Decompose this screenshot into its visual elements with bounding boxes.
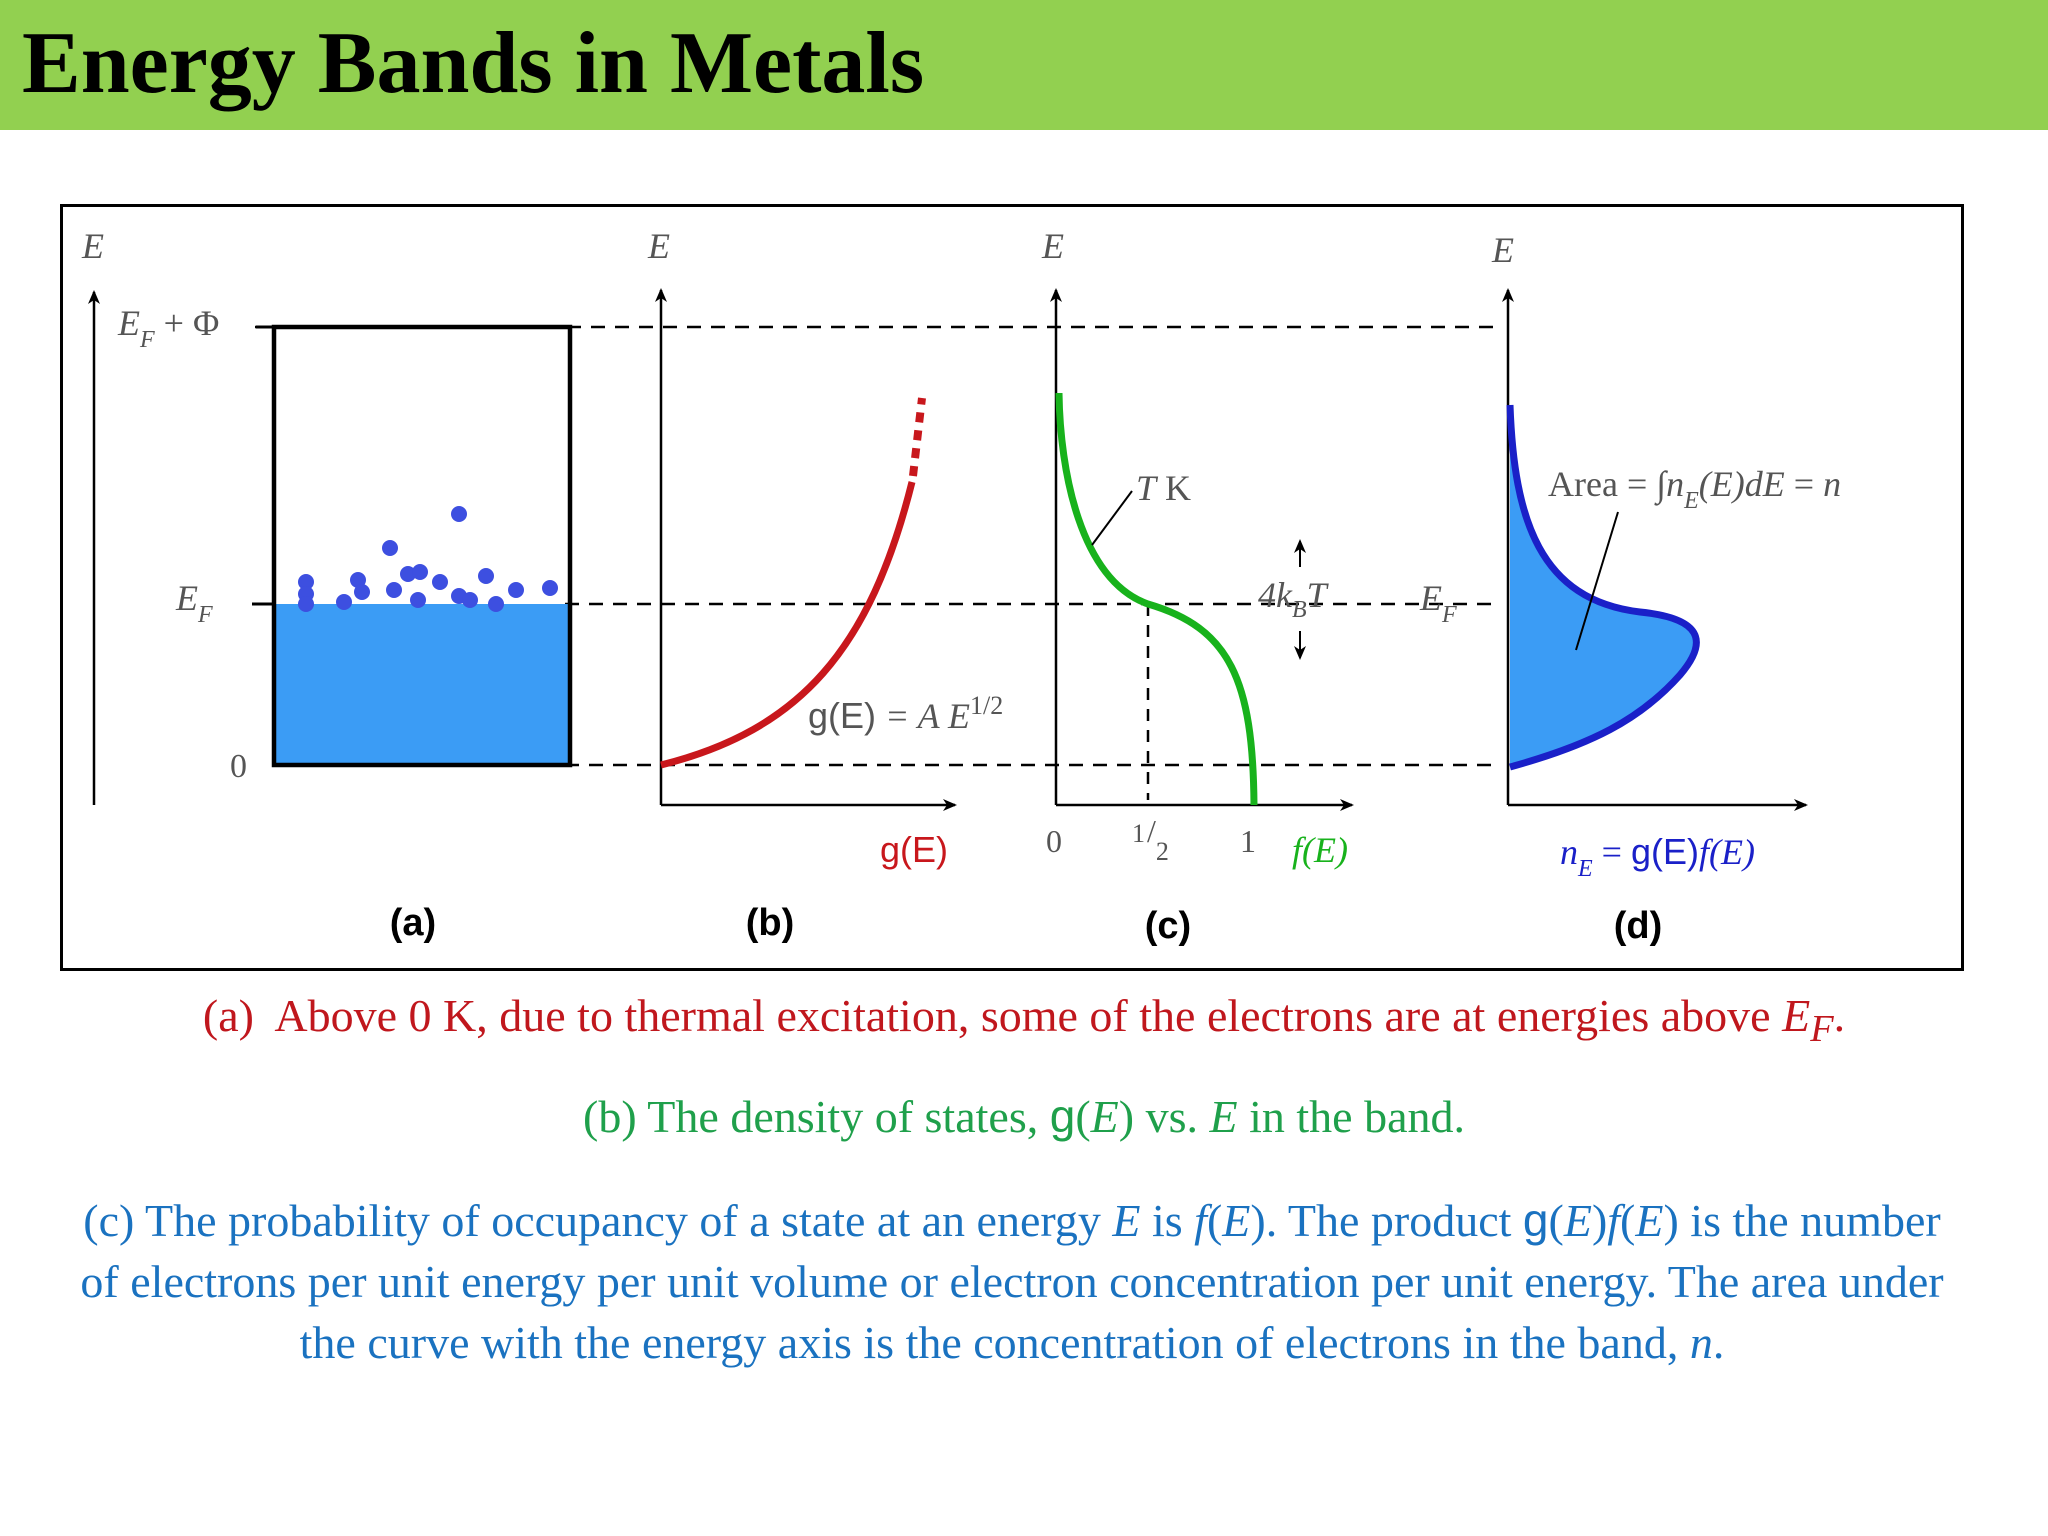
area-pointer xyxy=(1575,511,1619,651)
figure-frame xyxy=(60,204,1964,971)
band-outline xyxy=(271,324,573,768)
electron-concentration-curve xyxy=(1506,404,1700,771)
electron-dot xyxy=(336,594,352,610)
electron-dot xyxy=(412,564,428,580)
electron-dot xyxy=(542,580,558,596)
panel-d-label: (d) xyxy=(1614,905,1663,947)
electron-dot xyxy=(478,568,494,584)
electron-concentration-area xyxy=(1510,405,1697,767)
panel-c: E T K 4kBT EF 0 1/2 1 f(E) (c) xyxy=(1041,226,1457,947)
panel-b-x-label: g(E) xyxy=(880,829,948,870)
density-of-states-dotted-extension xyxy=(909,397,926,477)
excited-electrons xyxy=(298,506,558,612)
electron-dot xyxy=(298,596,314,612)
panel-c-temp-label: T K xyxy=(1136,468,1191,508)
electron-dot xyxy=(488,596,504,612)
electron-dot xyxy=(400,566,416,582)
electron-dot xyxy=(386,582,402,598)
panel-c-spread-label: 4kBT xyxy=(1258,575,1330,623)
panel-b-label: (b) xyxy=(746,902,795,944)
panel-b-axis-label: E xyxy=(647,226,670,266)
fermi-dirac-curve xyxy=(1055,392,1258,806)
panel-d: E Area = ∫nE(E)dE = n nE = g(E)f(E) (d) xyxy=(1491,230,1841,947)
panel-c-fermi-label: EF xyxy=(1419,578,1457,628)
panel-a-axis-label: E xyxy=(81,226,104,266)
panel-a-level-top-label: EF + Φ xyxy=(117,303,219,353)
panel-a-level-fermi-label: EF xyxy=(175,578,213,628)
panel-d-axis-label: E xyxy=(1491,230,1514,270)
title-bar: Energy Bands in Metals xyxy=(0,0,2048,130)
panel-a-label: (a) xyxy=(390,902,436,944)
electron-dot xyxy=(410,592,426,608)
caption-b: (b) The density of states, g(E) vs. E in… xyxy=(583,1090,1465,1142)
temperature-pointer xyxy=(1091,490,1133,546)
panel-c-x-tick-half: 1/2 xyxy=(1132,813,1169,866)
caption-c: (c) The probability of occupancy of a st… xyxy=(80,1194,1944,1368)
panel-c-x-tick-1: 1 xyxy=(1240,823,1256,859)
panel-b-formula: g(E) = A E1/2 xyxy=(808,691,1003,736)
electron-dot xyxy=(462,592,478,608)
panel-a: E EF + Φ EF 0 (a) xyxy=(81,226,573,944)
electron-dot xyxy=(508,582,524,598)
panel-c-label: (c) xyxy=(1145,905,1191,947)
panel-b: E g(E) = A E1/2 g(E) (b) xyxy=(647,226,1003,944)
electron-dot xyxy=(354,584,370,600)
electron-dot xyxy=(298,574,314,590)
dashed-level-lines xyxy=(255,325,1500,767)
density-of-states-curve xyxy=(660,481,916,769)
electron-dot xyxy=(432,574,448,590)
panel-d-area-label: Area = ∫nE(E)dE = n xyxy=(1548,464,1841,514)
electron-dot xyxy=(451,506,467,522)
page-title: Energy Bands in Metals xyxy=(22,15,925,112)
panel-d-x-label: nE = g(E)f(E) xyxy=(1560,831,1755,882)
band-filled-region xyxy=(274,604,570,765)
panel-c-x-label: f(E) xyxy=(1292,830,1348,870)
caption-a: (a) Above 0 K, due to thermal excitation… xyxy=(202,990,1846,1051)
electron-dot xyxy=(382,540,398,556)
panel-c-x-tick-0: 0 xyxy=(1046,823,1062,859)
panel-a-level-zero-label: 0 xyxy=(230,748,247,785)
panel-c-axis-label: E xyxy=(1041,226,1064,266)
